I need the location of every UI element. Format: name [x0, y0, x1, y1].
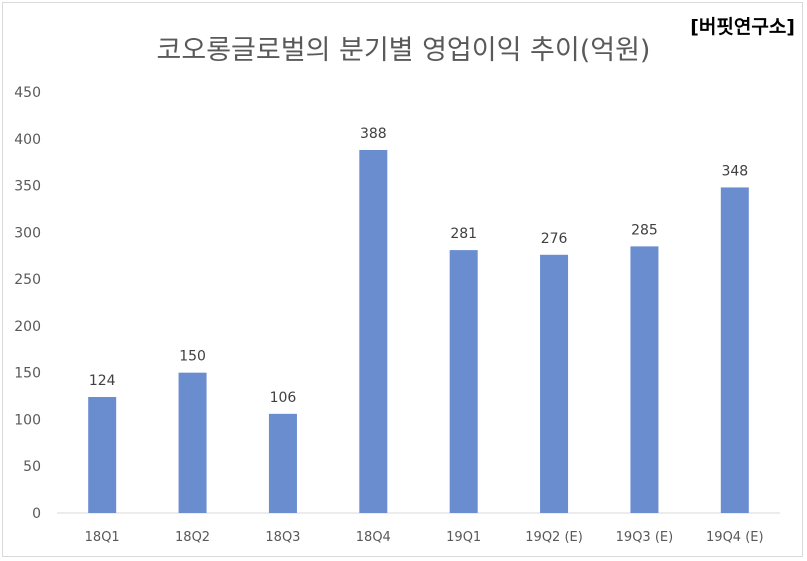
- data-label: 276: [541, 231, 568, 247]
- y-tick-label: 200: [14, 319, 41, 335]
- data-label: 285: [631, 222, 658, 238]
- bar: [720, 187, 749, 513]
- x-tick-label: 18Q2: [175, 530, 210, 545]
- source-label: [버핏연구소]: [690, 16, 795, 38]
- bar: [359, 150, 388, 513]
- x-tick-label: 19Q2 (E): [525, 530, 583, 545]
- y-tick-label: 100: [14, 412, 41, 428]
- x-tick-label: 19Q4 (E): [706, 530, 764, 545]
- data-labels: 124 150 106 388 281 276 285 348: [89, 126, 748, 406]
- data-label: 106: [270, 390, 297, 406]
- y-tick-label: 300: [14, 225, 41, 241]
- x-tick-label: 18Q1: [85, 530, 120, 545]
- y-axis-ticks: 0 50 100 150 200 250 300 350 400 450: [14, 85, 41, 522]
- y-tick-label: 250: [14, 272, 41, 288]
- y-tick-label: 350: [14, 179, 41, 195]
- y-tick-label: 450: [14, 85, 41, 101]
- bar: [178, 372, 207, 513]
- y-tick-label: 150: [14, 366, 41, 382]
- x-tick-label: 18Q3: [265, 530, 300, 545]
- x-tick-label: 19Q3 (E): [616, 530, 674, 545]
- bar: [630, 246, 659, 513]
- data-label: 150: [179, 349, 206, 365]
- x-tick-label: 18Q4: [356, 530, 391, 545]
- bar: [449, 250, 478, 513]
- bar: [88, 396, 117, 513]
- chart-title: 코오롱글로벌의 분기별 영업이익 추이(억원): [156, 35, 651, 66]
- data-label: 348: [721, 163, 748, 179]
- x-axis-ticks: 18Q1 18Q2 18Q3 18Q4 19Q1 19Q2 (E) 19Q3 (E) 19Q4…: [85, 530, 764, 545]
- bar: [540, 254, 569, 513]
- y-tick-label: 400: [14, 132, 41, 148]
- bar-series: [88, 150, 749, 513]
- bar: [268, 413, 297, 513]
- x-tick-label: 19Q1: [446, 530, 481, 545]
- data-label: 124: [89, 373, 116, 389]
- data-label: 281: [450, 226, 477, 242]
- y-tick-label: 50: [23, 459, 41, 475]
- y-tick-label: 0: [32, 506, 41, 522]
- data-label: 388: [360, 126, 387, 142]
